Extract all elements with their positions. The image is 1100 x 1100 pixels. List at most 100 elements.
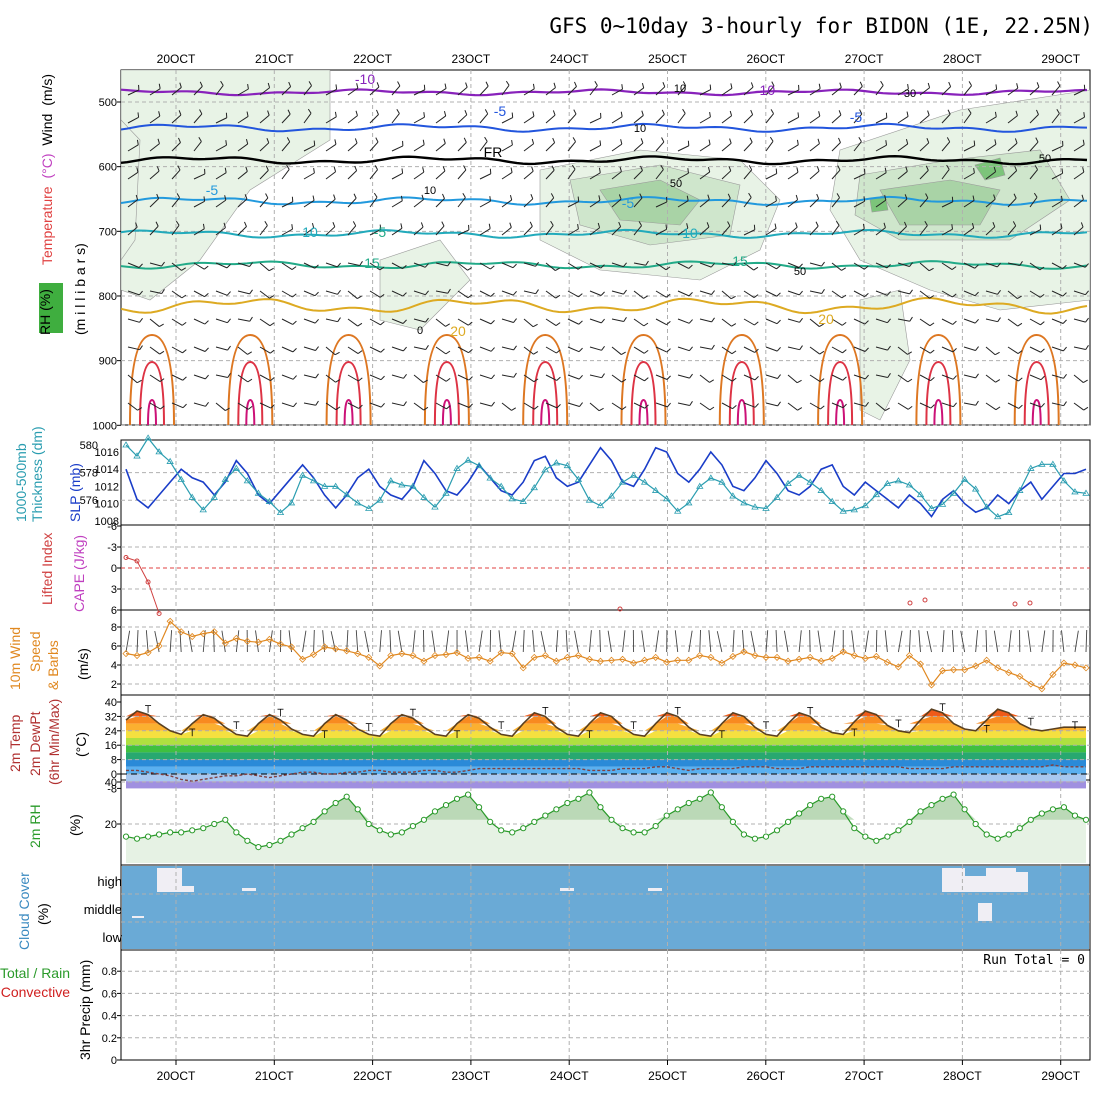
wind-barb-staff: [501, 84, 510, 96]
wind-barb: [853, 346, 869, 352]
wind-barb-flag: [1039, 224, 1042, 230]
wind-barb-staff: [1029, 141, 1039, 152]
wind-barb: [831, 374, 847, 381]
rh-shade-region: [379, 239, 471, 331]
wind-barb-staff: [1051, 402, 1064, 407]
thickness-label-2: Thickness (dm): [29, 426, 45, 522]
wind-barb-staff: [919, 225, 928, 236]
wind-barb-flag: [727, 193, 731, 199]
wind-barb-staff: [259, 346, 271, 354]
wind-barb-flag: [906, 111, 909, 117]
wind10m-point: [398, 650, 406, 658]
temp-band: [126, 766, 1086, 774]
wind-barb-staff: [589, 85, 598, 96]
wind-barb: [941, 346, 957, 353]
wind-barb-staff: [809, 290, 822, 294]
wind-barb-staff: [677, 227, 689, 236]
wind-barb-flag: [1062, 292, 1067, 297]
wind10m-barb: [798, 630, 802, 653]
wind-barb-flag: [819, 350, 825, 355]
wind-barb-staff: [545, 290, 557, 299]
wind-barb: [1007, 193, 1017, 208]
wind-barb: [171, 374, 187, 381]
run-total-label: Run Total = 0: [983, 953, 1085, 968]
wind-barb-staff: [699, 171, 711, 180]
wind-barb-flag: [750, 82, 754, 88]
wind-barb: [479, 109, 489, 124]
wind-barb-flag: [401, 168, 404, 174]
wind10m-barb: [884, 630, 888, 653]
wind-barb-flag: [402, 319, 407, 324]
wind-barb-flag: [795, 222, 798, 228]
wind10m-barb: [674, 630, 679, 653]
rh2m-point: [906, 818, 913, 826]
wind-barb-flag: [244, 194, 248, 200]
wind-barb: [743, 109, 754, 124]
wind-barb-flag: [577, 265, 583, 270]
wind-barb: [567, 262, 583, 270]
wind-barb-flag: [1082, 167, 1085, 173]
wind-barb: [875, 373, 891, 378]
wind10m-barb: [302, 630, 307, 653]
wind-barb: [1073, 222, 1084, 236]
wind-barb-flag: [686, 223, 689, 229]
wind-barb-flag: [686, 195, 689, 201]
wind-barb: [303, 167, 315, 180]
wind-barb-flag: [1083, 112, 1085, 118]
rh2m-point: [189, 827, 196, 834]
wind-barb: [589, 402, 604, 412]
wind-barb: [699, 84, 712, 96]
wind10m-barb: [532, 630, 535, 653]
wind-barb-staff: [193, 318, 206, 325]
rh2m-point: [310, 818, 317, 826]
wind-barb-flag: [312, 195, 315, 201]
wind-barb: [149, 261, 165, 267]
wind10m-barb: [213, 630, 215, 653]
wind-barb-flag: [224, 167, 227, 173]
rh2m-point: [829, 793, 836, 800]
wind10m-point: [188, 632, 196, 641]
wind-barb-flag: [640, 165, 643, 171]
wind-barb-flag: [974, 264, 979, 269]
wind-barb: [721, 110, 733, 124]
wind-barb-staff: [633, 115, 644, 124]
wind-barb: [237, 316, 253, 322]
precip-grid: [121, 950, 1090, 1060]
wind-barb: [545, 165, 555, 180]
wind-barb: [523, 138, 535, 152]
wind-barb-staff: [303, 172, 315, 180]
wind-barb: [391, 108, 400, 124]
thickness-point: [508, 495, 516, 502]
wind-barb: [303, 346, 319, 351]
wind-barb-flag: [729, 110, 733, 116]
wind-barb-staff: [1051, 318, 1064, 324]
wind-barb: [567, 318, 583, 325]
rh2m-point: [487, 818, 494, 826]
wind-barb-flag: [571, 164, 576, 170]
wind-barb: [633, 110, 644, 124]
wind-barb-staff: [721, 318, 732, 327]
rh2m-point: [575, 795, 582, 802]
rh2m-point: [972, 820, 979, 828]
wind-barb-flag: [1035, 137, 1039, 143]
wind-barb-staff: [215, 85, 224, 96]
wind-barb-flag: [555, 294, 561, 299]
wind-barb: [919, 346, 935, 354]
wind-barb-staff: [897, 318, 910, 322]
wind-barb-staff: [567, 318, 580, 325]
wind-barb-flag: [577, 223, 579, 230]
wind-barb-staff: [523, 115, 535, 124]
wind-barb-staff: [1029, 262, 1041, 271]
wind-barb-flag: [315, 346, 319, 351]
thickness-point: [298, 471, 307, 478]
wind-barb: [501, 262, 517, 269]
wind10m-point: [927, 681, 936, 689]
wind-barb-flag: [314, 291, 319, 297]
wind-barb: [457, 346, 473, 354]
wind-barb-staff: [523, 318, 534, 328]
wind-barb: [281, 402, 297, 408]
isotherm-label: -10: [355, 71, 375, 87]
wind10m-point: [972, 662, 980, 670]
wind-barb: [699, 374, 715, 383]
